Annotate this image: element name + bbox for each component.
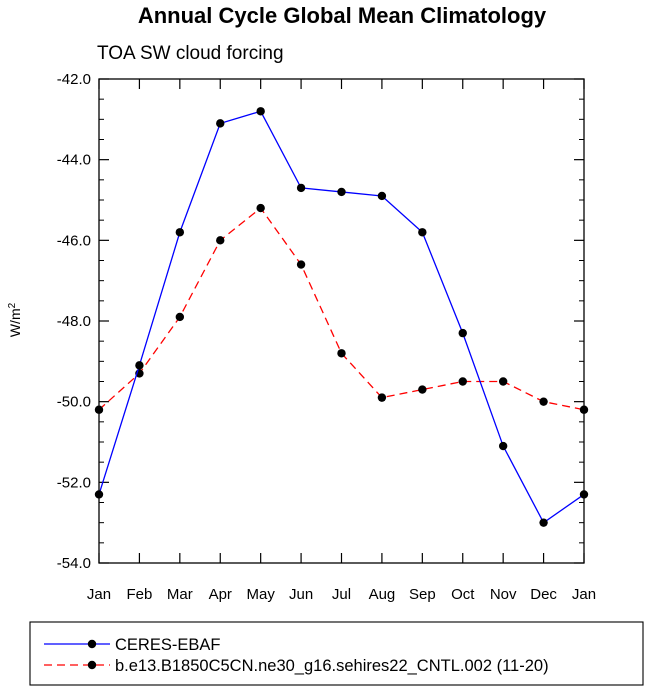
- data-point: [458, 377, 467, 386]
- legend-label-1: CERES-EBAF: [115, 636, 220, 654]
- x-tick-label: Mar: [167, 586, 193, 603]
- data-point: [296, 183, 306, 193]
- data-point: [539, 397, 548, 406]
- y-axis-label-superscript: 2: [7, 302, 18, 308]
- plot-frame: [98, 78, 585, 564]
- x-tick-labels: Jan Feb Mar Apr May Jun Jul Aug Sep Oct Nov Dec Jan: [87, 586, 596, 603]
- y-tick-label: -44.0: [57, 152, 91, 169]
- data-point: [539, 518, 548, 527]
- chart-subtitle: TOA SW cloud forcing: [97, 43, 284, 64]
- x-tick-label: May: [246, 586, 275, 603]
- y-tick-labels: -42.0 -44.0 -46.0 -48.0 -50.0 -52.0 -54.0: [57, 71, 91, 572]
- x-tick-label: Jan: [572, 586, 596, 603]
- x-tick-label: Aug: [369, 586, 396, 603]
- data-point: [337, 187, 346, 197]
- data-point: [135, 361, 144, 370]
- data-point: [458, 328, 467, 338]
- data-point: [256, 203, 265, 213]
- y-tick-label: -52.0: [57, 474, 91, 491]
- axis-ticks: [98, 78, 585, 564]
- y-tick-label: -48.0: [57, 313, 91, 330]
- x-tick-label: Nov: [490, 586, 517, 603]
- legend-label-2: b.e13.B1850C5CN.ne30_g16.sehires22_CNTL.…: [115, 657, 549, 675]
- y-tick-label: -42.0: [57, 71, 91, 88]
- chart-title: Annual Cycle Global Mean Climatology: [138, 3, 547, 28]
- series-line-1: [98, 110, 585, 524]
- data-point: [498, 377, 508, 386]
- x-tick-label: Jul: [332, 586, 351, 603]
- series-line-2: [98, 207, 585, 411]
- legend-marker-1: [87, 639, 97, 649]
- legend: CERES-EBAF b.e13.B1850C5CN.ne30_g16.sehir…: [29, 621, 644, 686]
- data-point: [337, 349, 346, 358]
- y-axis-label: W/m2: [7, 302, 23, 337]
- data-point: [296, 260, 306, 269]
- x-tick-label: Jan: [87, 586, 111, 603]
- x-tick-label: Dec: [530, 586, 557, 603]
- legend-box: [29, 621, 644, 686]
- x-tick-label: Jun: [289, 586, 313, 603]
- x-tick-label: Apr: [209, 586, 232, 603]
- x-tick-label: Sep: [409, 586, 436, 603]
- y-axis-label-text: W/m: [7, 308, 23, 337]
- legend-marker-2: [87, 660, 97, 670]
- y-tick-label: -54.0: [57, 555, 91, 572]
- data-point: [256, 107, 265, 116]
- data-point: [216, 236, 225, 245]
- data-point: [175, 312, 185, 322]
- x-tick-label: Oct: [451, 586, 475, 603]
- y-tick-label: -50.0: [57, 394, 91, 411]
- data-point: [418, 228, 427, 237]
- data-point: [498, 441, 508, 451]
- x-tick-label: Feb: [126, 586, 152, 603]
- y-tick-label: -46.0: [57, 232, 91, 249]
- series-layer: [94, 107, 589, 527]
- data-point: [377, 191, 387, 201]
- data-point: [418, 385, 427, 394]
- data-point: [216, 119, 225, 128]
- data-point: [377, 393, 387, 402]
- data-point: [175, 228, 185, 237]
